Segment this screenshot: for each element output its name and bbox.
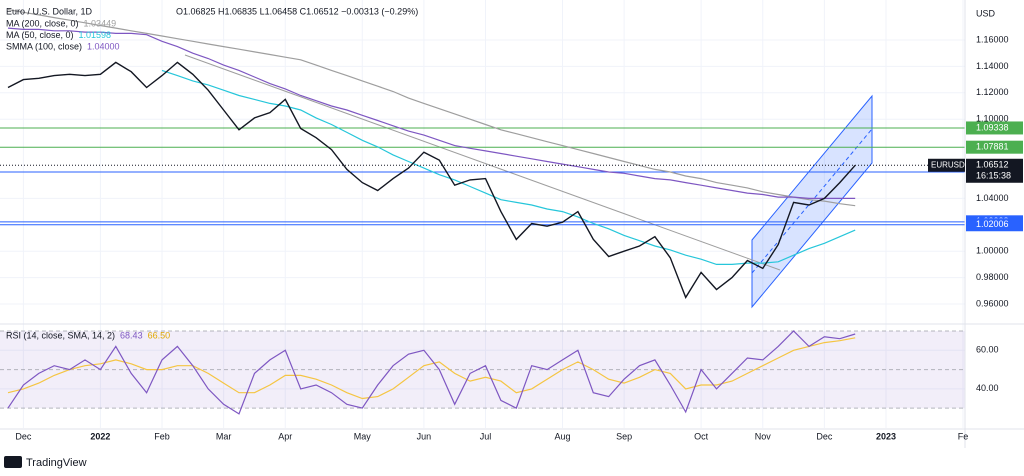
rsi-tick-label: 60.00 [976, 345, 999, 355]
rsi-line [7, 330, 856, 415]
y-tick-label: 0.96000 [976, 298, 1009, 308]
level-badge: 1.07881 [976, 142, 1009, 152]
y-tick-label: 1.14000 [976, 61, 1009, 71]
x-tick-label: Mar [216, 431, 232, 441]
trend-line [184, 54, 781, 271]
legend-value: 1.04000 [87, 41, 120, 51]
level-badge-bg [966, 140, 1023, 154]
x-tick-label: May [354, 431, 372, 441]
series-line [7, 27, 856, 199]
x-tick-label: Fe [958, 431, 969, 441]
x-tick-label: Feb [154, 431, 170, 441]
symbol-badge-label: EURUSD [931, 160, 965, 169]
legend-name: MA (200, close, 0) [6, 18, 79, 28]
axis-unit: USD [976, 8, 996, 18]
x-tick-label: 2022 [90, 431, 110, 441]
rsi-legend-name: RSI (14, close, SMA, 14, 2) [6, 330, 115, 340]
y-tick-label: 1.12000 [976, 87, 1009, 97]
x-tick-label: Dec [15, 431, 32, 441]
x-tick-label: 2023 [876, 431, 896, 441]
branding: TradingView [26, 457, 87, 469]
series-line [161, 69, 856, 265]
y-tick-label: 1.10000 [976, 114, 1009, 124]
legend: MA (200, close, 0) 1.03449 MA (50, close, … [6, 18, 170, 340]
level-badge-bg [966, 121, 1023, 135]
last-price-badge-bg [966, 158, 1023, 183]
plot [0, 9, 965, 415]
legend-name: MA (50, close, 0) [6, 30, 74, 40]
y-tick-label: 1.00000 [976, 246, 1009, 256]
series-line [7, 61, 856, 299]
x-tick-label: Jun [417, 431, 432, 441]
logo-icon [4, 456, 22, 468]
ohlc-label: O1.06825 H1.06835 L1.06458 C1.06512 −0.0… [176, 6, 418, 16]
last-price-badge: 1.06512 [976, 160, 1009, 170]
y-tick-label: 0.98000 [976, 272, 1009, 282]
x-tick-label: Jul [480, 431, 492, 441]
legend-name: SMMA (100, close) [6, 41, 82, 51]
channel-midline [751, 128, 873, 274]
x-tick-label: Oct [694, 431, 709, 441]
series-line [7, 9, 856, 207]
y-tick-label: 1.16000 [976, 34, 1009, 44]
level-badge-bg [966, 218, 1023, 232]
x-tick-label: Nov [755, 431, 772, 441]
rsi-legend-value: 68.43 [120, 330, 143, 340]
x-tick-label: Aug [555, 431, 571, 441]
x-tick-label: Apr [278, 431, 292, 441]
legend-value: 1.01598 [79, 30, 112, 40]
level-badge: 1.09338 [976, 122, 1009, 132]
x-tick-label: Dec [816, 431, 833, 441]
symbol-badge [928, 158, 965, 172]
level-badge: 1.02006 [976, 219, 1009, 229]
countdown: 16:15:38 [976, 171, 1011, 181]
grid [0, 0, 965, 428]
x-tick-label: Sep [616, 431, 632, 441]
legend-value: 1.03449 [84, 18, 117, 28]
rsi-tick-label: 40.00 [976, 383, 999, 393]
rsi-sma-legend-value: 66.50 [148, 330, 171, 340]
symbol-title: Euro / U.S. Dollar, 1D [6, 6, 93, 16]
y-tick-label: 1.04000 [976, 193, 1009, 203]
